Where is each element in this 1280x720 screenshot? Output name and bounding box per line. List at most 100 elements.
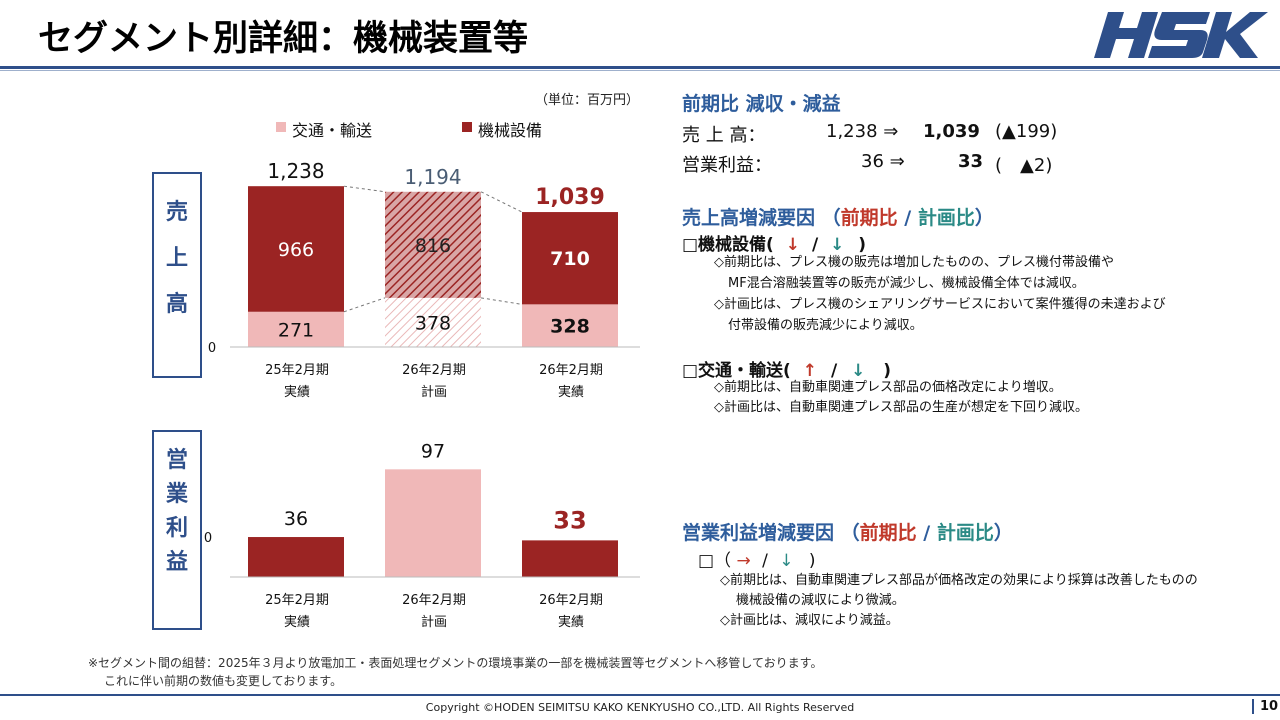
machine-note: MF混合溶融装置等の販売が減少し、機械設備全体では減収。 bbox=[728, 276, 1085, 291]
sales-side-label: 売 上 高 bbox=[152, 172, 202, 378]
category-line: 計画 bbox=[420, 385, 447, 400]
transport-heading-text: □交通・輸送( bbox=[682, 361, 791, 381]
category-line: 26年2月期 bbox=[539, 593, 603, 608]
down-arrow-icon: ↓ bbox=[779, 551, 794, 571]
slash: / bbox=[762, 551, 768, 571]
sales-row-curr: 1,039 bbox=[923, 121, 980, 142]
title-rule-thin bbox=[0, 70, 1280, 71]
page-number: 10 bbox=[1252, 699, 1278, 714]
profit-note: ◇前期比は、自動車関連プレス部品が価格改定の効果により採算は改善したものの bbox=[720, 573, 1198, 588]
profit-factors-title: 営業利益増減要因 bbox=[682, 522, 835, 544]
sales-category-label: 25年2月期 実績 bbox=[247, 360, 347, 404]
sales-row-prev: 1,238 ⇒ bbox=[826, 121, 899, 142]
slash: / bbox=[811, 235, 819, 255]
sales-side-char: 売 bbox=[165, 200, 188, 225]
transport-note: ◇前期比は、自動車関連プレス部品の価格改定により増収。 bbox=[714, 380, 1062, 395]
down-arrow-icon: ↓ bbox=[785, 235, 801, 255]
unit-label: （単位：百万円） bbox=[535, 93, 640, 108]
right-arrow-icon: → bbox=[736, 551, 751, 571]
bar-label-machine: 710 bbox=[550, 248, 590, 270]
profit-category-label: 25年2月期 実績 bbox=[247, 590, 347, 634]
legend-swatch-transport bbox=[276, 122, 286, 132]
connector-line bbox=[343, 185, 386, 193]
bar-label-transport: 271 bbox=[278, 319, 314, 341]
legend-label-transport: 交通・輸送 bbox=[292, 121, 373, 140]
profit-side-label: 営 業 利 益 bbox=[152, 430, 202, 630]
bar-transport bbox=[248, 311, 344, 347]
sales-row-label: 売 上 高： bbox=[682, 125, 766, 146]
yoy-tag: 前期比 bbox=[840, 207, 898, 229]
paren-close: ) bbox=[808, 551, 816, 571]
category-line: 26年2月期 bbox=[402, 363, 466, 378]
paren-open: （ bbox=[821, 207, 841, 229]
bar-machine bbox=[522, 212, 618, 305]
slash: / bbox=[923, 522, 931, 544]
copyright: Copyright ©HODEN SEIMITSU KAKO KENKYUSHO… bbox=[425, 701, 855, 714]
yoy-heading: 前期比 減収・減益 bbox=[682, 93, 841, 115]
bar-total-label: 1,238 bbox=[267, 159, 324, 183]
connector-line bbox=[480, 191, 523, 213]
machine-note: 付帯設備の販売減少により減収。 bbox=[728, 318, 923, 333]
profit-category-label: 26年2月期 計画 bbox=[384, 590, 484, 634]
company-logo bbox=[1094, 12, 1268, 58]
bar-label-machine: 816 bbox=[415, 235, 451, 257]
machine-factor-heading: □機械設備( ↓ / ↓ ) bbox=[682, 230, 866, 255]
plan-tag: 計画比 bbox=[936, 522, 994, 544]
category-line: 26年2月期 bbox=[539, 363, 603, 378]
sales-side-char: 上 bbox=[165, 246, 188, 271]
footnote-line: ※セグメント間の組替：2025年３月より放電加工・表面処理セグメントの環境事業の… bbox=[88, 656, 823, 670]
profit-row-diff: ( ▲2) bbox=[995, 155, 1053, 176]
profit-side-char: 益 bbox=[165, 550, 188, 575]
transport-factor-heading: □交通・輸送( ↑ / ↓ ) bbox=[682, 356, 891, 381]
paren-open: （ bbox=[840, 522, 860, 544]
category-line: 25年2月期 bbox=[265, 363, 329, 378]
footnote-line: これに伴い前期の数値も変更しております。 bbox=[104, 674, 343, 688]
zero-label: 0 bbox=[204, 531, 212, 546]
transport-note: ◇計画比は、自動車関連プレス部品の生産が想定を下回り減収。 bbox=[714, 400, 1088, 415]
bar-label-machine: 966 bbox=[278, 239, 314, 261]
category-line: 実績 bbox=[283, 385, 310, 400]
profit-chart: 36 97 33 0 bbox=[204, 440, 640, 578]
category-line: 実績 bbox=[557, 615, 584, 630]
sales-side-char: 高 bbox=[165, 292, 188, 317]
legend-label-machine: 機械設備 bbox=[478, 121, 543, 140]
profit-side-char: 利 bbox=[165, 516, 188, 541]
profit-factor-heading: □（ → / ↓ ) bbox=[698, 546, 816, 571]
page-title: セグメント別詳細：機械装置等 bbox=[38, 19, 529, 59]
profit-bar bbox=[248, 537, 344, 577]
profit-row-label: 営業利益： bbox=[682, 155, 772, 176]
up-arrow-icon: ↑ bbox=[802, 361, 818, 381]
footnote: ※セグメント間の組替：2025年３月より放電加工・表面処理セグメントの環境事業の… bbox=[88, 654, 822, 690]
title-rule bbox=[0, 66, 1280, 69]
sales-row-diff: (▲199) bbox=[995, 121, 1058, 142]
yoy-tag: 前期比 bbox=[859, 522, 917, 544]
profit-row-prev: 36 ⇒ bbox=[861, 151, 905, 172]
bar-transport bbox=[522, 304, 618, 347]
profit-row-curr: 33 bbox=[958, 151, 984, 172]
machine-note: ◇計画比は、プレス機のシェアリングサービスにおいて案件獲得の未達および bbox=[714, 297, 1166, 312]
down-arrow-icon: ↓ bbox=[830, 235, 845, 255]
bar-label-transport: 378 bbox=[415, 312, 451, 334]
profit-heading-text: □（ bbox=[698, 551, 732, 571]
profit-side-char: 業 bbox=[165, 482, 188, 507]
sales-chart: 271 966 1,238 378 816 1,194 328 710 1,039 0 bbox=[208, 159, 640, 355]
bar-label-transport: 328 bbox=[550, 316, 590, 338]
profit-factors-heading: 営業利益増減要因 （前期比 / 計画比） bbox=[682, 518, 1013, 545]
legend-swatch-machine bbox=[462, 122, 472, 132]
bar-transport bbox=[385, 297, 481, 347]
profit-bar-label: 36 bbox=[284, 508, 308, 530]
paren-close: ） bbox=[974, 207, 994, 229]
sales-factors-heading: 売上高増減要因 （前期比 / 計画比） bbox=[682, 203, 994, 230]
sales-factors-title: 売上高増減要因 bbox=[682, 207, 816, 229]
bar-machine bbox=[248, 186, 344, 312]
profit-bar bbox=[385, 469, 481, 577]
machine-heading-text: □機械設備( bbox=[682, 235, 774, 255]
category-line: 実績 bbox=[557, 385, 584, 400]
profit-bar bbox=[522, 540, 618, 577]
profit-side-char: 営 bbox=[165, 448, 188, 473]
zero-label: 0 bbox=[208, 341, 216, 355]
category-line: 26年2月期 bbox=[402, 593, 466, 608]
sales-category-label: 26年2月期 実績 bbox=[521, 360, 621, 404]
paren-close: ) bbox=[858, 235, 867, 255]
category-line: 25年2月期 bbox=[265, 593, 329, 608]
